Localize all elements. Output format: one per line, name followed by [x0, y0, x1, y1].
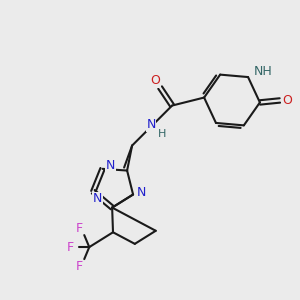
Text: N: N	[106, 159, 115, 172]
Text: F: F	[76, 260, 83, 273]
Text: H: H	[158, 129, 166, 139]
Text: NH: NH	[254, 64, 273, 78]
Text: F: F	[67, 241, 74, 254]
Text: O: O	[150, 74, 160, 87]
Text: N: N	[92, 192, 102, 205]
Text: O: O	[282, 94, 292, 107]
Text: F: F	[76, 222, 83, 235]
Text: N: N	[136, 186, 146, 199]
Text: N: N	[146, 118, 156, 131]
